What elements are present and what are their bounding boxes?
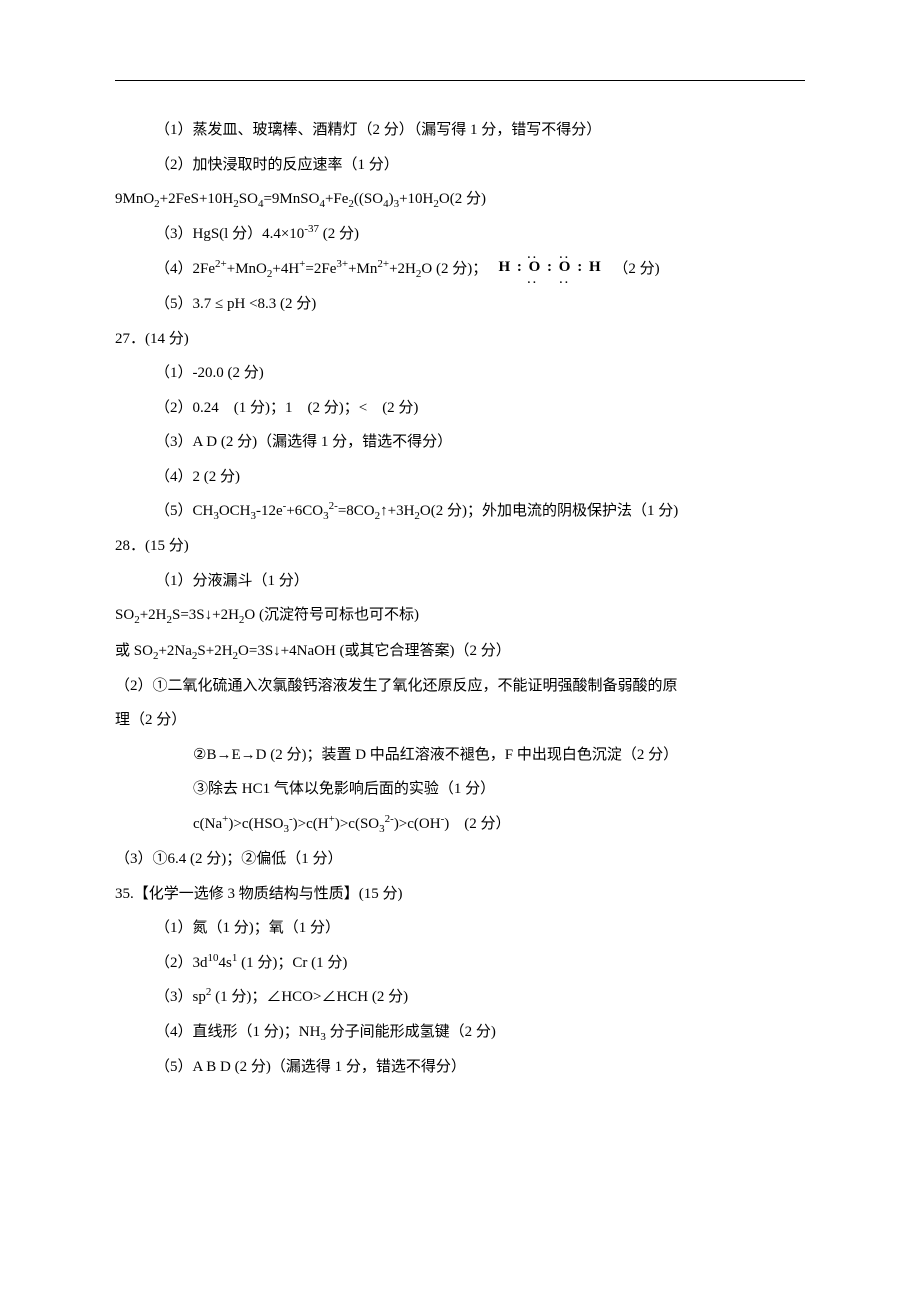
a4-text: +Mn <box>348 261 377 277</box>
a4-text: +4H <box>272 261 299 277</box>
ion-text: )>c(HSO <box>228 816 283 832</box>
ion-text: ) (2 分） <box>444 816 510 832</box>
document-page: （1）蒸发皿、玻璃棒、酒精灯（2 分）（漏写得 1 分，错写不得分） （2）加快… <box>0 0 920 1125</box>
a5-sup: 2- <box>329 500 338 512</box>
a4-sup: 3+ <box>336 258 348 270</box>
q26-equation: 9MnO2+2FeS+10H2SO4=9MnSO4+Fe2((SO4)3+10H… <box>115 182 805 217</box>
q28-a2-1: （2）①二氧化硫通入次氯酸钙溶液发生了氧化还原反应，不能证明强酸制备弱酸的原 <box>115 669 805 704</box>
q35-a2: （2）3d104s1 (1 分)；Cr (1 分) <box>115 946 805 981</box>
a5-text: （5）CH <box>155 503 213 519</box>
eq-text: O=3S↓+4NaOH (或其它合理答案)（2 分） <box>238 643 511 659</box>
a4-sup: 2+ <box>215 258 227 270</box>
eq-text: (SO <box>359 191 383 207</box>
q26-a3: （3）HgS(l 分）4.4×10-37 (2 分) <box>115 217 805 252</box>
a3-text: （3）HgS(l 分）4.4×10 <box>155 226 304 242</box>
eq-text: SO <box>239 191 258 207</box>
q28-a1: （1）分液漏斗（1 分） <box>115 564 805 599</box>
eq-text: O (沉淀符号可标也可不标) <box>244 607 419 623</box>
a5-text: =8CO <box>338 503 375 519</box>
eq-text: 9MnO <box>115 191 154 207</box>
eq-text: +10H <box>399 191 433 207</box>
ion-text: c(Na <box>193 816 222 832</box>
eq-text: S+2H <box>197 643 232 659</box>
a5-text: -12e <box>256 503 283 519</box>
a4-text: =2Fe <box>305 261 336 277</box>
q28-a2-2: ②B→E→D (2 分)；装置 D 中品红溶液不褪色，F 中出现白色沉淀（2 分… <box>115 738 805 773</box>
a4-sup: 2+ <box>377 258 389 270</box>
q28-ion: c(Na+)>c(HSO3-)>c(H+)>c(SO32-)>c(OH-) (2… <box>115 807 805 842</box>
a5-text: +6CO <box>286 503 323 519</box>
a5-text: OCH <box>219 503 251 519</box>
a4-score: （2 分) <box>613 261 659 277</box>
eq-text: =9MnSO <box>263 191 319 207</box>
q35-a1: （1）氮（1 分)；氧（1 分） <box>115 911 805 946</box>
q27-a3: （3）A D (2 分)（漏选得 1 分，错选不得分） <box>115 425 805 460</box>
q26-a4: （4）2Fe2++MnO2+4H+=2Fe3++Mn2++2H2O (2 分)；… <box>115 252 805 287</box>
a4-text: （4）直线形（1 分)；NH <box>155 1024 320 1040</box>
q27-a4: （4）2 (2 分) <box>115 460 805 495</box>
q28-a2-1b: 理（2 分） <box>115 703 805 738</box>
eq-text: +2Na <box>158 643 191 659</box>
eq-text: +Fe <box>325 191 348 207</box>
a4-text: （4）2Fe <box>155 261 215 277</box>
a5-text: ↑+3H <box>380 503 414 519</box>
q28-a2-3: ③除去 HC1 气体以免影响后面的实验（1 分） <box>115 772 805 807</box>
q27-a2: （2）0.24 (1 分)；1 (2 分)；< (2 分) <box>115 391 805 426</box>
q35-a4: （4）直线形（1 分)；NH3 分子间能形成氢键（2 分) <box>115 1015 805 1050</box>
a4-text: +MnO <box>227 261 267 277</box>
eq-text: SO <box>115 607 134 623</box>
horizontal-rule <box>115 80 805 81</box>
ion-text: )>c(SO <box>335 816 379 832</box>
a3-tail: (2 分) <box>319 226 359 242</box>
a2-text: （2）3d <box>155 955 208 971</box>
q28-eq1: SO2+2H2S=3S↓+2H2O (沉淀符号可标也可不标) <box>115 598 805 633</box>
a4-text: +2H <box>389 261 416 277</box>
q27-a1: （1）-20.0 (2 分) <box>115 356 805 391</box>
q27-a5: （5）CH3OCH3-12e-+6CO32-=8CO2↑+3H2O(2 分)；外… <box>115 494 805 529</box>
ion-text: )>c(H <box>293 816 329 832</box>
a4-text: O (2 分)； <box>421 261 487 277</box>
eq-text: 或 SO <box>115 643 153 659</box>
q26-a1: （1）蒸发皿、玻璃棒、酒精灯（2 分）（漏写得 1 分，错写不得分） <box>115 113 805 148</box>
q28-a3: （3）①6.4 (2 分)；②偏低（1 分） <box>115 842 805 877</box>
eq-text: +2H <box>140 607 167 623</box>
eq-text: O(2 分) <box>439 191 486 207</box>
a5-text: O(2 分)；外加电流的阴极保护法（1 分) <box>420 503 678 519</box>
q28-eq2: 或 SO2+2Na2S+2H2O=3S↓+4NaOH (或其它合理答案)（2 分… <box>115 634 805 669</box>
ion-sup: 2- <box>385 813 394 825</box>
lewis-structure: H : O : O : H. .. .. .. . <box>498 250 602 285</box>
a4-text: 分子间能形成氢键（2 分) <box>326 1024 496 1040</box>
a2-text: 4s <box>219 955 232 971</box>
q26-a5: （5）3.7 ≤ pH <8.3 (2 分) <box>115 287 805 322</box>
q35-header: 35.【化学一选修 3 物质结构与性质】(15 分) <box>115 877 805 912</box>
q35-a3: （3）sp2 (1 分)；∠HCO>∠HCH (2 分) <box>115 980 805 1015</box>
a3-exp: -37 <box>304 223 319 235</box>
a2-text: (1 分)；Cr (1 分) <box>237 955 347 971</box>
a2-sup: 10 <box>208 952 219 964</box>
a3-text: (1 分)；∠HCO>∠HCH (2 分) <box>211 989 408 1005</box>
ion-text: )>c(OH <box>394 816 441 832</box>
eq-text: +2FeS+10H <box>160 191 234 207</box>
eq-text: S=3S↓+2H <box>172 607 239 623</box>
q35-a5: （5）A B D (2 分)（漏选得 1 分，错选不得分） <box>115 1050 805 1085</box>
q27-header: 27．(14 分) <box>115 322 805 357</box>
q26-a2: （2）加快浸取时的反应速率（1 分） <box>115 148 805 183</box>
a3-text: （3）sp <box>155 989 206 1005</box>
q28-header: 28．(15 分) <box>115 529 805 564</box>
